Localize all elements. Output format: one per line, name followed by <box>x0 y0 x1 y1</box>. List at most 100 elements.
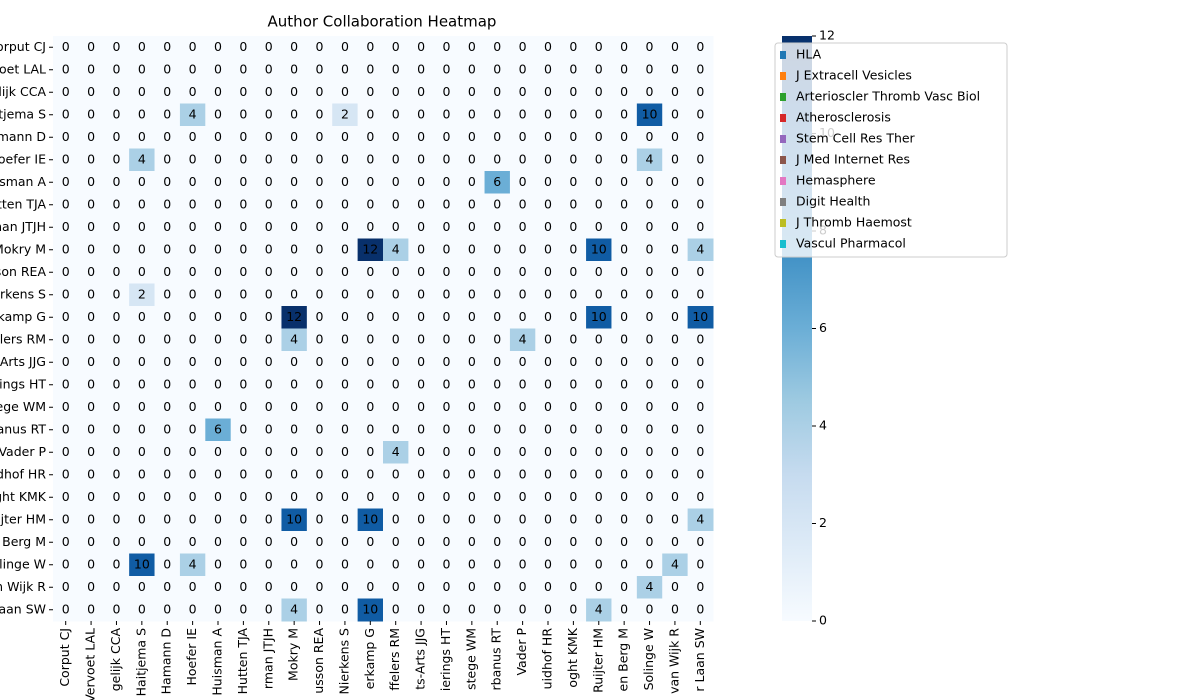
cell-label: 0 <box>112 556 120 571</box>
cell-label: 0 <box>290 174 298 189</box>
x-tick-label: Vader P <box>514 628 529 676</box>
heatmap-cell <box>535 531 562 554</box>
heatmap-cell <box>357 486 384 509</box>
cell-label: 0 <box>417 309 425 324</box>
heatmap-cell <box>357 553 384 577</box>
cell-label: 0 <box>696 354 704 369</box>
heatmap-cell <box>662 508 689 532</box>
heatmap-cell <box>433 553 460 577</box>
heatmap-cell <box>281 126 308 149</box>
heatmap-cell <box>408 463 435 487</box>
heatmap-cell <box>205 193 232 217</box>
cell-label: 0 <box>696 174 704 189</box>
heatmap-cell <box>459 463 486 487</box>
cell-label: 0 <box>366 331 374 346</box>
cell-label: 0 <box>671 219 679 234</box>
cell-label: 6 <box>493 174 501 189</box>
heatmap-cell <box>129 553 156 577</box>
cell-label: 10 <box>591 309 607 324</box>
heatmap-cell <box>230 396 257 419</box>
heatmap-cell <box>662 306 689 329</box>
cell-label: 0 <box>646 264 654 279</box>
cell-label: 0 <box>87 376 95 391</box>
cell-label: 0 <box>87 286 95 301</box>
heatmap-cell <box>256 598 282 622</box>
cell-label: 0 <box>468 151 476 166</box>
heatmap-cell <box>586 463 612 487</box>
cell-label: 0 <box>239 399 247 414</box>
cell-label: 0 <box>468 354 476 369</box>
heatmap-cell <box>357 261 384 284</box>
heatmap-cell <box>586 238 612 262</box>
heatmap-cell <box>636 598 663 622</box>
heatmap-cell <box>332 171 359 194</box>
cell-label: 0 <box>417 399 425 414</box>
heatmap-cell <box>687 553 714 577</box>
heatmap-cell <box>306 418 333 442</box>
heatmap-cell <box>484 418 511 442</box>
heatmap-cell <box>205 441 232 464</box>
heatmap-cell <box>205 576 232 599</box>
heatmap-cell <box>433 351 460 374</box>
heatmap-cell <box>53 193 79 217</box>
heatmap-cell <box>408 261 435 284</box>
heatmap-cell <box>256 81 282 104</box>
heatmap-cell <box>53 598 79 622</box>
cell-label: 4 <box>595 601 603 616</box>
heatmap-cell <box>281 58 308 82</box>
heatmap-cell <box>611 36 638 59</box>
heatmap-cell <box>154 418 181 442</box>
cell-label: 0 <box>341 444 349 459</box>
cell-label: 0 <box>189 579 197 594</box>
heatmap-cell <box>560 126 587 149</box>
heatmap-cell <box>103 418 130 442</box>
cell-label: 0 <box>468 241 476 256</box>
y-tick-label: stege WM <box>0 399 46 414</box>
heatmap-cell <box>484 373 511 397</box>
cell-label: 0 <box>62 534 70 549</box>
cell-label: 0 <box>595 174 603 189</box>
cell-label: 0 <box>239 39 247 54</box>
cell-label: 0 <box>341 354 349 369</box>
cell-label: 0 <box>544 399 552 414</box>
heatmap-cell <box>357 508 384 532</box>
cell-label: 0 <box>62 489 70 504</box>
heatmap-cell <box>230 58 257 82</box>
cell-label: 0 <box>341 84 349 99</box>
cell-label: 0 <box>163 84 171 99</box>
heatmap-cell <box>78 261 105 284</box>
heatmap-cell <box>154 441 181 464</box>
heatmap-cell <box>53 396 79 419</box>
heatmap-cell <box>205 306 232 329</box>
heatmap-cell <box>306 216 333 239</box>
cell-label: 0 <box>595 444 603 459</box>
cell-label: 0 <box>138 264 146 279</box>
cell-label: 0 <box>392 376 400 391</box>
cell-label: 0 <box>442 466 450 481</box>
cell-label: 0 <box>696 286 704 301</box>
cell-label: 0 <box>265 241 273 256</box>
heatmap-cell <box>687 126 714 149</box>
cell-label: 0 <box>214 286 222 301</box>
heatmap-cell <box>230 553 257 577</box>
cell-label: 10 <box>362 601 378 616</box>
heatmap-cell <box>535 193 562 217</box>
cell-label: 0 <box>265 489 273 504</box>
cell-label: 10 <box>591 241 607 256</box>
cell-label: 0 <box>87 151 95 166</box>
cell-label: 0 <box>366 219 374 234</box>
cell-label: 0 <box>316 309 324 324</box>
heatmap-cell <box>484 553 511 577</box>
cell-label: 0 <box>366 151 374 166</box>
legend-swatch <box>780 93 786 101</box>
heatmap-cell <box>357 103 384 127</box>
heatmap-cell <box>281 261 308 284</box>
heatmap-cell <box>230 148 257 172</box>
heatmap-cell <box>484 148 511 172</box>
cell-label: 0 <box>671 376 679 391</box>
cell-label: 0 <box>392 196 400 211</box>
heatmap-cell <box>611 576 638 599</box>
heatmap-cell <box>53 418 79 442</box>
cell-label: 0 <box>595 354 603 369</box>
cell-label: 0 <box>214 309 222 324</box>
